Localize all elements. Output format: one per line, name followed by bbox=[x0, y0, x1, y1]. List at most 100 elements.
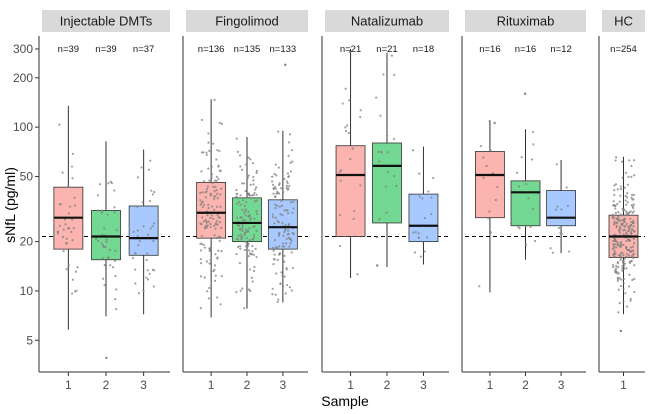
box-group: n=37 3 bbox=[128, 44, 159, 392]
data-point bbox=[235, 291, 238, 294]
data-point bbox=[385, 211, 388, 214]
data-point bbox=[199, 191, 202, 195]
data-point bbox=[273, 222, 276, 225]
data-point bbox=[271, 183, 275, 186]
data-point bbox=[287, 212, 290, 215]
data-point bbox=[199, 249, 203, 252]
data-point bbox=[613, 270, 617, 273]
data-point bbox=[239, 216, 243, 219]
data-point bbox=[70, 165, 74, 168]
data-point bbox=[246, 176, 249, 179]
data-point bbox=[619, 227, 622, 230]
data-point bbox=[246, 245, 249, 248]
data-point bbox=[278, 252, 282, 255]
data-point bbox=[517, 185, 521, 188]
data-point bbox=[203, 226, 207, 230]
data-point bbox=[341, 102, 344, 105]
data-point bbox=[489, 149, 492, 152]
data-point bbox=[136, 176, 140, 179]
data-point bbox=[281, 245, 284, 248]
outlier-point bbox=[523, 92, 527, 95]
data-point bbox=[622, 288, 625, 291]
data-point bbox=[614, 156, 618, 159]
data-point bbox=[523, 180, 527, 183]
data-point bbox=[58, 224, 62, 227]
data-point bbox=[620, 278, 623, 281]
data-point bbox=[344, 87, 347, 90]
data-point bbox=[622, 282, 625, 285]
data-point bbox=[289, 242, 292, 245]
data-point bbox=[611, 264, 615, 267]
data-point bbox=[71, 152, 74, 155]
data-point bbox=[96, 194, 100, 197]
data-point bbox=[359, 115, 362, 119]
data-point bbox=[291, 211, 294, 214]
data-point bbox=[287, 187, 290, 190]
data-point bbox=[108, 248, 111, 251]
data-point bbox=[153, 222, 156, 225]
data-point bbox=[73, 196, 76, 199]
data-point bbox=[252, 194, 255, 197]
data-point bbox=[285, 187, 288, 190]
data-point bbox=[244, 231, 247, 234]
data-point bbox=[206, 224, 209, 227]
data-point bbox=[375, 264, 379, 267]
data-point bbox=[67, 227, 70, 230]
data-point bbox=[71, 218, 74, 221]
y-axis-title: sNfL (pg/ml) bbox=[2, 167, 18, 243]
data-point bbox=[611, 247, 614, 250]
data-point bbox=[615, 264, 618, 268]
y-tick-label: 50 bbox=[20, 169, 34, 183]
data-point bbox=[625, 222, 628, 225]
n-label: n=21 bbox=[376, 44, 397, 55]
data-point bbox=[271, 287, 274, 290]
data-point bbox=[251, 250, 254, 253]
data-point bbox=[626, 248, 629, 252]
data-point bbox=[627, 248, 631, 252]
data-point bbox=[614, 243, 617, 246]
data-point bbox=[628, 273, 631, 276]
outlier-point bbox=[284, 63, 287, 67]
data-point bbox=[209, 225, 212, 229]
data-point bbox=[244, 163, 248, 166]
data-point bbox=[271, 293, 274, 296]
data-point bbox=[625, 305, 629, 308]
data-point bbox=[243, 204, 247, 208]
data-point bbox=[622, 229, 625, 232]
data-point bbox=[64, 223, 67, 226]
data-point bbox=[282, 285, 285, 288]
data-point bbox=[631, 193, 634, 197]
data-point bbox=[210, 176, 213, 179]
n-label: n=254 bbox=[610, 44, 637, 55]
data-point bbox=[630, 232, 633, 235]
data-point bbox=[273, 258, 276, 261]
data-point bbox=[273, 172, 276, 176]
data-point bbox=[613, 246, 616, 249]
data-point bbox=[107, 256, 110, 259]
facet-strip bbox=[325, 10, 449, 32]
data-point bbox=[625, 246, 628, 249]
data-point bbox=[203, 246, 206, 249]
data-point bbox=[74, 270, 78, 273]
data-point bbox=[237, 200, 240, 204]
data-point bbox=[344, 129, 348, 133]
box bbox=[546, 190, 576, 227]
data-point bbox=[555, 163, 558, 166]
data-point bbox=[290, 239, 293, 242]
data-point bbox=[632, 203, 636, 206]
data-point bbox=[109, 180, 112, 183]
facet-panel: Natalizumab n=211 n=21 2 n=18 3 bbox=[321, 10, 449, 392]
data-point bbox=[289, 237, 292, 241]
data-point bbox=[633, 290, 636, 294]
data-point bbox=[206, 290, 209, 293]
data-point bbox=[482, 176, 485, 179]
data-point bbox=[631, 228, 634, 231]
data-point bbox=[624, 224, 627, 227]
data-point bbox=[614, 204, 617, 207]
data-point bbox=[619, 187, 623, 191]
data-point bbox=[627, 225, 630, 228]
data-point bbox=[206, 185, 209, 188]
data-point bbox=[235, 188, 238, 192]
data-point bbox=[255, 169, 258, 173]
